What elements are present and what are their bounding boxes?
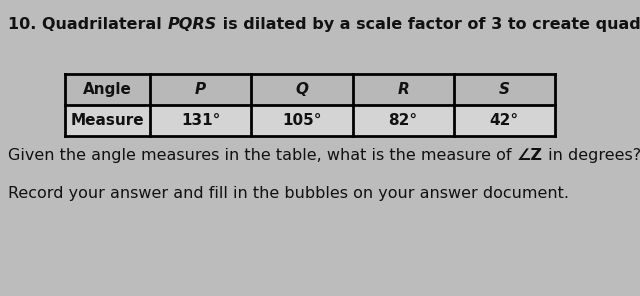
Text: is dilated by a scale factor of 3 to create quadrilateral: is dilated by a scale factor of 3 to cre… (216, 17, 640, 32)
Text: Q: Q (296, 82, 308, 97)
Text: 105°: 105° (282, 113, 322, 128)
Bar (65, 105, 555, 136)
Text: R: R (397, 82, 409, 97)
Text: Angle: Angle (83, 82, 132, 97)
Text: 42°: 42° (490, 113, 519, 128)
Bar (65, 74, 555, 105)
Text: in degrees?: in degrees? (543, 148, 640, 163)
Text: 10. Quadrilateral: 10. Quadrilateral (8, 17, 168, 32)
Text: PQRS: PQRS (168, 17, 216, 32)
Text: S: S (499, 82, 510, 97)
Text: 131°: 131° (181, 113, 220, 128)
Text: P: P (195, 82, 206, 97)
Text: Given the angle measures in the table, what is the measure of: Given the angle measures in the table, w… (8, 148, 516, 163)
Text: ∠Z: ∠Z (516, 148, 543, 163)
Text: 82°: 82° (388, 113, 418, 128)
Text: Record your answer and fill in the bubbles on your answer document.: Record your answer and fill in the bubbl… (8, 186, 569, 201)
Text: Measure: Measure (70, 113, 144, 128)
